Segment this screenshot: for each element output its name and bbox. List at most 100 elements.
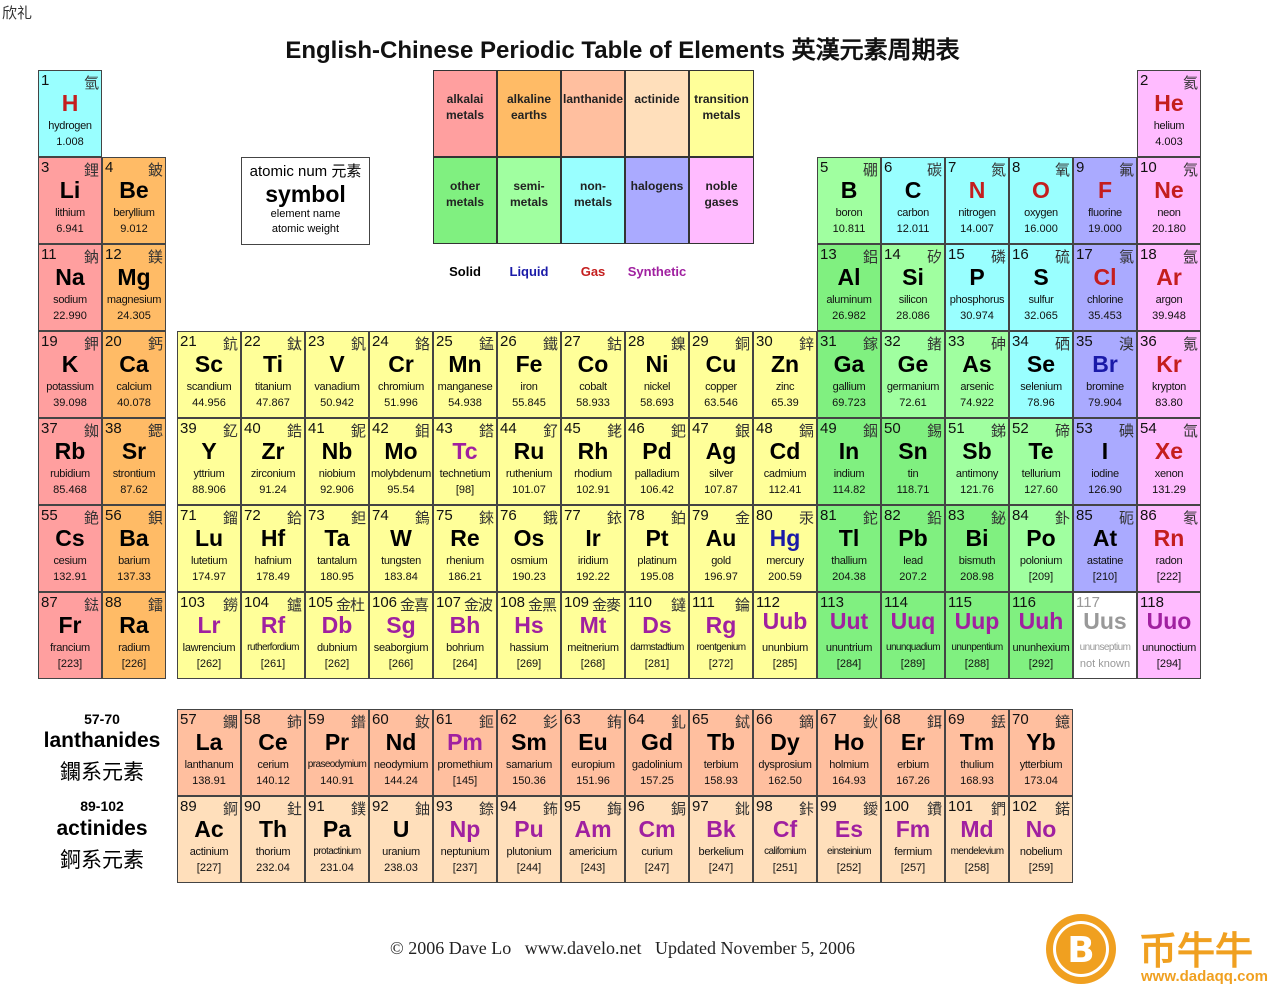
element-name: chlorine: [1086, 294, 1124, 306]
element-symbol: Cd: [769, 438, 801, 464]
atomic-weight: 39.948: [1152, 310, 1186, 322]
element-cell-eu: 63 銪 Eu europium 151.96: [561, 709, 625, 796]
chinese-name: 錸: [478, 509, 494, 527]
atomic-weight: 127.60: [1024, 484, 1058, 496]
element-cell-es: 99 鑀 Es einsteinium [252]: [817, 796, 881, 883]
element-symbol: Zr: [261, 438, 285, 464]
chinese-name: 鈥: [862, 713, 878, 731]
element-name: radium: [118, 642, 150, 654]
element-cell-na: 11 鈉 Na sodium 22.990: [38, 244, 102, 331]
element-symbol: Uuo: [1146, 608, 1192, 634]
element-name: carbon: [897, 207, 929, 219]
element-symbol: I: [1101, 438, 1109, 464]
element-name: ruthenium: [505, 468, 553, 480]
chinese-name: 鋯: [286, 422, 302, 440]
element-cell-bi: 83 鉍 Bi bismuth 208.98: [945, 505, 1009, 592]
atomic-number: 86: [1140, 507, 1157, 524]
atomic-number: 25: [436, 333, 453, 350]
chinese-name: 鏑: [798, 713, 814, 731]
element-name: americium: [568, 846, 618, 858]
element-cell-mt: 109 金麥 Mt meitnerium [268]: [561, 592, 625, 679]
element-cell-la: 57 鑭 La lanthanum 138.91: [177, 709, 241, 796]
atomic-number: 43: [436, 420, 453, 437]
atomic-weight: [261]: [260, 658, 286, 670]
element-symbol: H: [61, 90, 79, 116]
atomic-weight: 47.867: [256, 397, 290, 409]
element-name: ununbium: [762, 642, 808, 654]
element-symbol: Mg: [117, 264, 151, 290]
element-cell-uus: 117 Uus ununseptium not known: [1073, 592, 1137, 679]
element-symbol: Ar: [1156, 264, 1182, 290]
element-symbol: Sg: [386, 612, 416, 638]
chinese-name: 鋇: [147, 509, 163, 527]
element-cell-br: 35 溴 Br bromine 79.904: [1073, 331, 1137, 418]
atomic-weight: 10.811: [832, 223, 866, 235]
atomic-number: 94: [500, 798, 517, 815]
element-name: argon: [1155, 294, 1183, 306]
element-name: neptunium: [440, 846, 490, 858]
element-symbol: Rf: [260, 612, 286, 638]
atomic-number: 65: [692, 711, 709, 728]
element-name: helium: [1153, 120, 1185, 132]
element-cell-mo: 42 鉬 Mo molybdenum 95.54: [369, 418, 433, 505]
element-symbol: B: [840, 177, 858, 203]
element-name: darmstadtium: [630, 642, 684, 653]
atomic-weight: 106.42: [640, 484, 674, 496]
chinese-name: 釤: [542, 713, 558, 731]
atomic-weight: 88.906: [192, 484, 226, 496]
element-name: selenium: [1020, 381, 1062, 393]
chinese-name: 砈: [1118, 509, 1134, 527]
atomic-weight: 69.723: [832, 397, 866, 409]
atomic-number: 107: [436, 594, 462, 611]
atomic-number: 117: [1076, 594, 1100, 611]
element-name: gallium: [832, 381, 866, 393]
element-name: polonium: [1019, 555, 1063, 567]
element-symbol: Uuh: [1018, 608, 1064, 634]
atomic-number: 103: [180, 594, 206, 611]
chinese-name: 氦: [1182, 74, 1198, 92]
atomic-weight: 78.96: [1027, 397, 1055, 409]
atomic-number: 33: [948, 333, 965, 350]
atomic-number: 34: [1012, 333, 1029, 350]
element-name: bohrium: [446, 642, 484, 654]
element-name: europium: [571, 759, 615, 771]
element-symbol: Tl: [838, 525, 860, 551]
element-name: bromine: [1086, 381, 1124, 393]
atomic-weight: 121.76: [960, 484, 994, 496]
element-symbol: S: [1033, 264, 1049, 290]
chinese-name: 鎳: [670, 335, 686, 353]
atomic-weight: 54.938: [448, 397, 482, 409]
element-cell-ge: 32 鍺 Ge germanium 72.61: [881, 331, 945, 418]
atomic-weight: 58.933: [576, 397, 610, 409]
atomic-weight: [227]: [196, 862, 222, 874]
element-cell-sg: 106 金喜 Sg seaborgium [266]: [369, 592, 433, 679]
chinese-name: 鉈: [862, 509, 878, 527]
element-cell-te: 52 碲 Te tellurium 127.60: [1009, 418, 1073, 505]
atomic-number: 40: [244, 420, 261, 437]
element-name: aluminum: [826, 294, 872, 306]
element-cell-uuo: 118 Uuo ununoctium [294]: [1137, 592, 1201, 679]
element-cell-hg: 80 汞 Hg mercury 200.59: [753, 505, 817, 592]
element-symbol: Na: [55, 264, 85, 290]
element-name: hydrogen: [48, 120, 92, 132]
element-symbol: Pm: [447, 729, 483, 755]
chinese-name: 銀: [734, 422, 750, 440]
atomic-number: 89: [180, 798, 197, 815]
element-name: ununpentium: [951, 642, 1003, 653]
chinese-name: 鉻: [414, 335, 430, 353]
element-cell-cu: 29 銅 Cu copper 63.546: [689, 331, 753, 418]
chinese-name: 銻: [990, 422, 1006, 440]
element-name: cadmium: [763, 468, 807, 480]
element-name: promethium: [437, 759, 493, 771]
element-symbol: Uup: [954, 608, 1000, 634]
chinese-name: 錀: [734, 596, 750, 614]
chinese-name: 釕: [542, 422, 558, 440]
element-symbol: Cu: [705, 351, 737, 377]
element-symbol: Se: [1026, 351, 1056, 377]
atomic-weight: 140.91: [320, 775, 354, 787]
element-name: lithium: [55, 207, 85, 219]
element-name: tantalum: [317, 555, 357, 567]
chinese-name: 釓: [670, 713, 686, 731]
chinese-name: 銅: [734, 335, 750, 353]
